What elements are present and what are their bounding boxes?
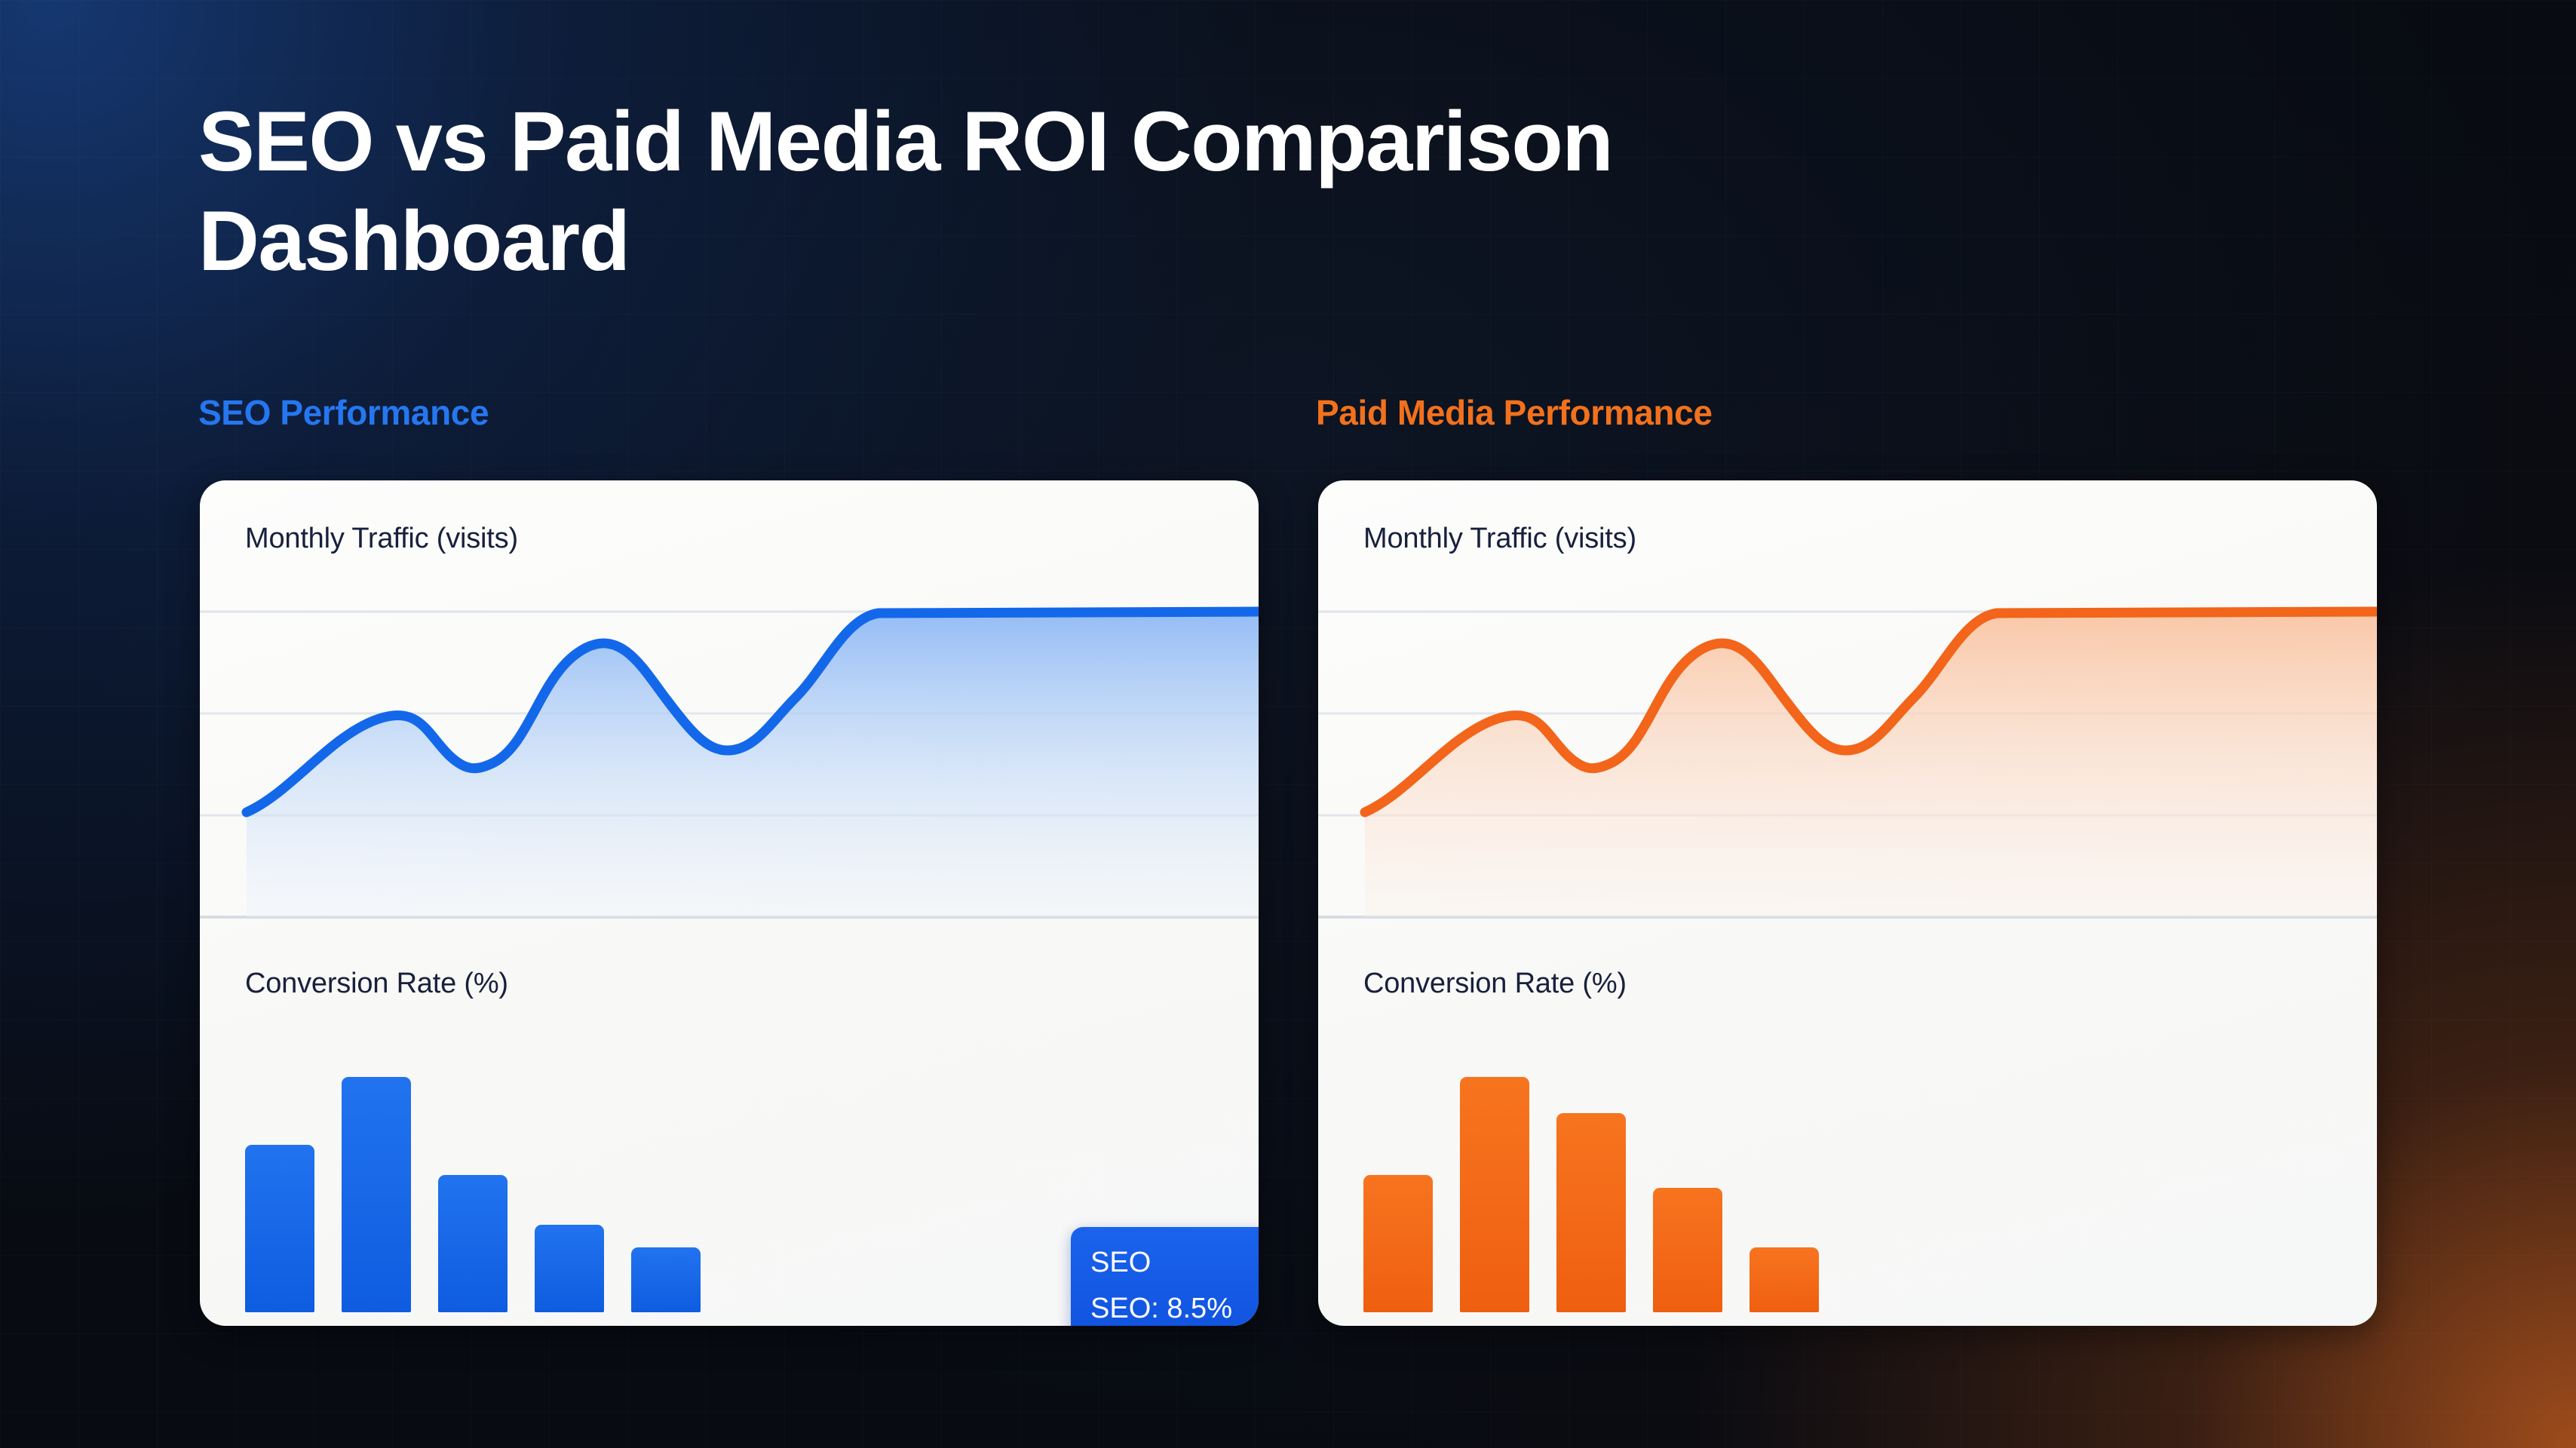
- bar-item: [438, 1175, 508, 1312]
- page-title: SEO vs Paid Media ROI Comparison Dashboa…: [198, 92, 2461, 291]
- bar-item: [245, 1145, 314, 1312]
- seo-conversion-rate-bar-chart: [245, 1063, 788, 1312]
- bar-item: [1363, 1175, 1433, 1312]
- seo-monthly-traffic-chart: [200, 595, 1259, 933]
- bar-item: [1750, 1247, 1819, 1312]
- page-title-line-2: Dashboard: [198, 194, 630, 289]
- seo-badge-name: SEO: [1090, 1247, 1152, 1278]
- page-title-line-1: SEO vs Paid Media ROI Comparison: [198, 94, 1614, 189]
- bar-item: [1556, 1113, 1626, 1312]
- paid-media-performance-card: Monthly Traffic (visits): [1318, 480, 2377, 1326]
- seo-trend-line: [241, 606, 1259, 818]
- bar-item: [535, 1225, 604, 1312]
- section-heading-paid-media: Paid Media Performance: [1316, 393, 1713, 432]
- seo-performance-card: Monthly Traffic (visits): [200, 480, 1259, 1326]
- paid-monthly-traffic-chart: [1318, 595, 2377, 933]
- seo-traffic-chart-label: Monthly Traffic (visits): [245, 523, 518, 554]
- seo-conversion-chart-label: Conversion Rate (%): [245, 968, 508, 999]
- paid-traffic-chart-label: Monthly Traffic (visits): [1363, 523, 1636, 554]
- bar-item: [1653, 1188, 1722, 1312]
- paid-conversion-rate-bar-chart: [1363, 1063, 1906, 1312]
- bar-item: [1460, 1077, 1529, 1312]
- bar-item: [342, 1077, 411, 1312]
- seo-area-fill: [247, 612, 1259, 917]
- paid-trend-line: [1360, 606, 2377, 818]
- bar-item: [631, 1247, 701, 1312]
- section-heading-seo: SEO Performance: [198, 393, 489, 432]
- seo-metric-badge[interactable]: SEO SEO: 8.5%: [1071, 1227, 1259, 1326]
- paid-area-fill: [1365, 612, 2377, 917]
- paid-conversion-chart-label: Conversion Rate (%): [1363, 968, 1627, 999]
- seo-badge-metric: SEO: 8.5%: [1090, 1293, 1232, 1325]
